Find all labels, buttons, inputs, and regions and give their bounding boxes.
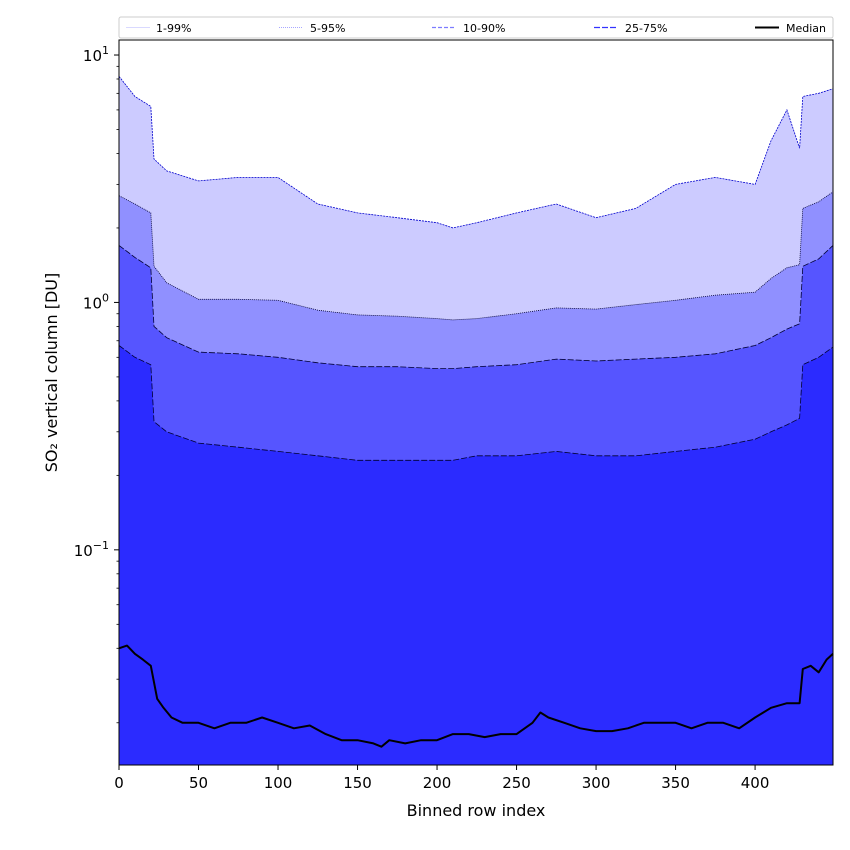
- band-upper-edge-5-95%: [118, 191, 834, 321]
- legend-box: [118, 16, 834, 39]
- x-tick-label: 350: [661, 774, 690, 792]
- legend-label: 5-95%: [310, 22, 345, 35]
- y-tick-label: 100: [83, 291, 109, 312]
- band-edge-lines: [118, 76, 834, 461]
- band-25-75%: [119, 345, 833, 765]
- x-tick-label: 50: [189, 774, 208, 792]
- band-upper-edge-1-99%: [118, 76, 834, 229]
- legend-label: 10-90%: [463, 22, 505, 35]
- band-upper-edge-10-90%: [118, 245, 834, 370]
- y-tick-label: 101: [83, 44, 109, 65]
- x-tick-label: 200: [423, 774, 452, 792]
- legend-label: 25-75%: [625, 22, 667, 35]
- band-upper-edge-25-75%: [118, 345, 834, 461]
- y-tick-label: 10−1: [74, 539, 109, 560]
- x-axis-ticks: 0 50 100 150 200 250 300 350 400: [114, 765, 769, 792]
- x-axis-label: Binned row index: [407, 801, 546, 820]
- median-series: [118, 644, 834, 748]
- median-line: [118, 644, 834, 748]
- legend: 1-99% 5-95% 10-90% 25-75% Median: [118, 16, 834, 39]
- plot-frame: [118, 39, 834, 766]
- x-tick-label: 400: [741, 774, 770, 792]
- x-tick-label: 100: [264, 774, 293, 792]
- legend-label: Median: [786, 22, 826, 35]
- x-tick-label: 150: [343, 774, 372, 792]
- percentile-bands: [119, 76, 833, 766]
- x-tick-label: 250: [502, 774, 531, 792]
- x-tick-label: 300: [582, 774, 611, 792]
- y-axis-ticks: 10−1 100 101: [74, 44, 119, 724]
- legend-label: 1-99%: [156, 22, 191, 35]
- y-axis-label: SO₂ vertical column [DU]: [42, 273, 61, 473]
- x-tick-label: 0: [114, 774, 124, 792]
